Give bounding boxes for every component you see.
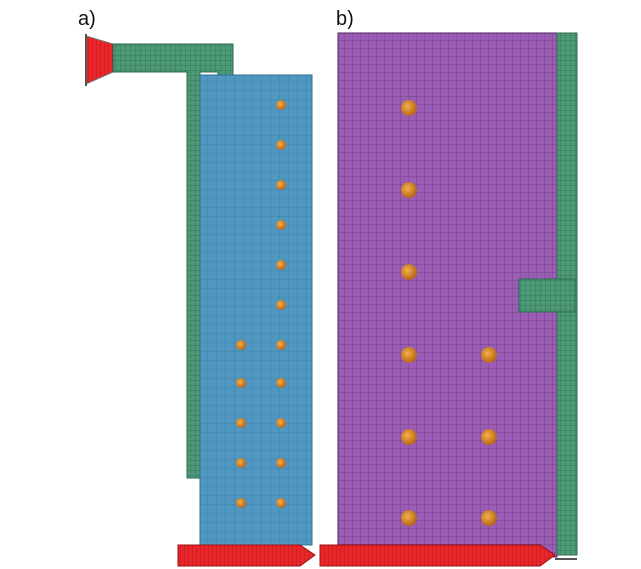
panel-b: b) [320, 8, 577, 566]
panel-a: a) [78, 8, 315, 566]
green-tab [519, 279, 575, 312]
blue-plate [200, 75, 312, 545]
panel-label: b) [336, 8, 354, 30]
figure: a) b) [0, 0, 641, 569]
load-arrow [320, 545, 555, 566]
panel-label: a) [78, 8, 96, 30]
load-block [86, 36, 113, 84]
load-arrow [178, 545, 315, 566]
